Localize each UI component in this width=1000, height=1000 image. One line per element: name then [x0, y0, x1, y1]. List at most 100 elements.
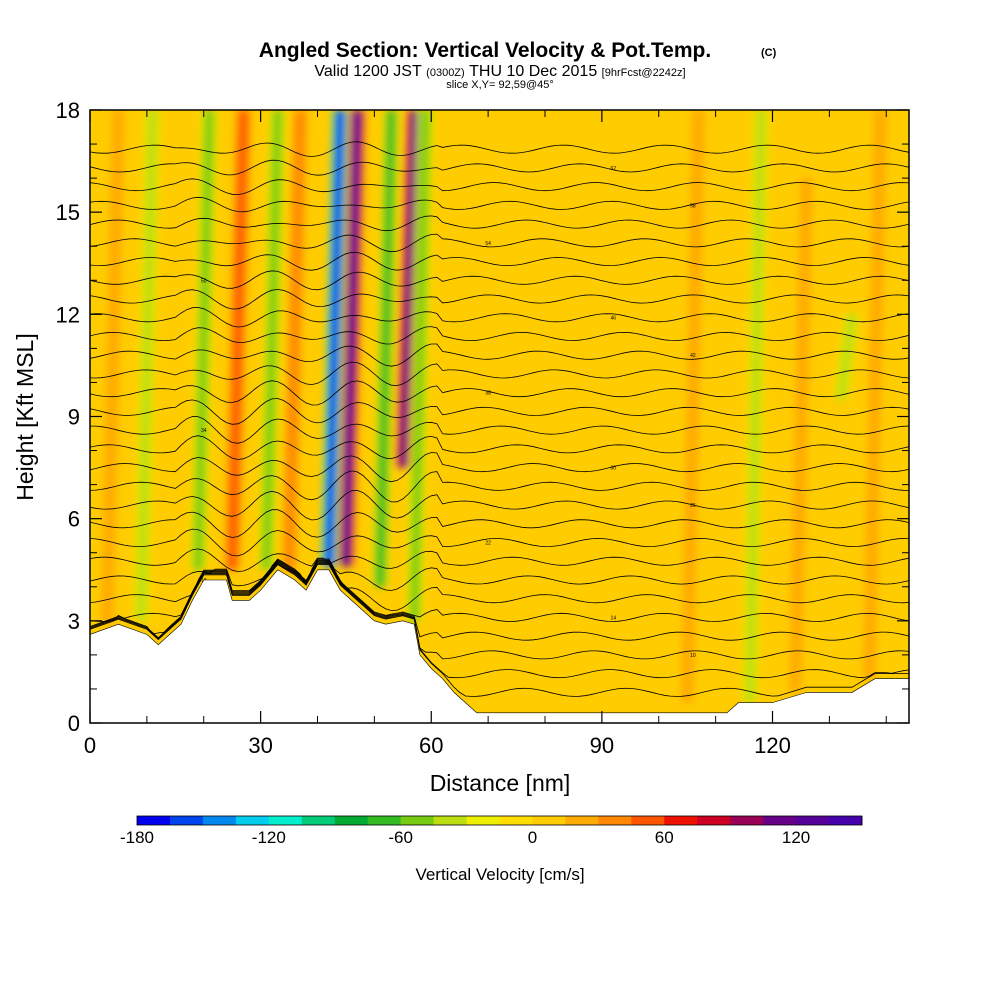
- y-tick-label-2: 6: [68, 507, 80, 532]
- y-tick-label-4: 12: [56, 302, 80, 327]
- terrain-mask: [90, 569, 909, 723]
- colorbar-bin-19: [763, 816, 797, 825]
- valid-time-line: Valid 1200 JST (0300Z) THU 10 Dec 2015 […: [314, 63, 685, 80]
- theta-contour-9: [90, 509, 909, 538]
- colorbar-bin-3: [235, 816, 270, 825]
- x-tick-label-1: 30: [248, 733, 272, 758]
- theta-contour-11: [90, 470, 909, 503]
- updraft-0-level-7: [342, 110, 361, 567]
- copyright-mark: (C): [761, 47, 777, 59]
- theta-contour-26: [90, 196, 909, 213]
- updraft-6-level-0: [863, 110, 887, 679]
- colorbar-bin-6: [334, 816, 369, 825]
- downdraft-0-level-10: [325, 110, 344, 567]
- theta-contour-6: [90, 558, 909, 591]
- theta-contour-23: [90, 251, 909, 271]
- chart-title: Angled Section: Vertical Velocity & Pot.…: [259, 39, 711, 62]
- theta-contour-10: [90, 489, 909, 521]
- y-tick-label-6: 18: [56, 98, 80, 123]
- theta-contour-12: [90, 452, 909, 483]
- colorbar: -180 -120 -60 0 60 120: [120, 815, 863, 847]
- theta-contour-21: [90, 289, 909, 310]
- theta-contour-label-11: 54: [485, 241, 491, 247]
- potential-temperature-contours: 1014182226303438424650545862: [90, 141, 909, 697]
- x-tick-label-4: 120: [754, 733, 791, 758]
- theta-contour-13: [90, 435, 909, 460]
- colorbar-bin-7: [367, 816, 402, 825]
- theta-contour-label-8: 42: [690, 353, 696, 359]
- colorbar-bin-9: [433, 816, 468, 825]
- theta-contour-14: [90, 416, 909, 444]
- x-axis-label: Distance [nm]: [430, 770, 571, 796]
- downdraft-7-level-1: [836, 314, 857, 400]
- colorbar-tick-label-3: 0: [528, 828, 537, 847]
- theta-contour-17: [90, 361, 909, 387]
- theta-contour-19: [90, 326, 909, 345]
- colorbar-tick-label-0: -180: [120, 828, 154, 847]
- y-tick-label-3: 9: [68, 405, 80, 430]
- colorbar-bin-15: [631, 816, 665, 825]
- colorbar-tick-label-1: -120: [252, 828, 286, 847]
- theta-contour-15: [90, 398, 909, 425]
- axis-ticks: 0 30 60 90 120 0 3 6 9 12 15 18: [56, 98, 909, 758]
- colorbar-bin-2: [202, 816, 237, 825]
- colorbar-bin-4: [268, 816, 303, 825]
- y-tick-label-1: 3: [68, 609, 80, 634]
- theta-contour-18: [90, 343, 909, 367]
- theta-contour-7: [90, 548, 909, 572]
- downdraft-1-level-3: [376, 110, 396, 587]
- x-tick-label-2: 60: [419, 733, 443, 758]
- downdraft-2-level-2: [193, 110, 214, 570]
- colorbar-tick-label-2: -60: [388, 828, 413, 847]
- updraft-5-level-0: [789, 178, 813, 693]
- colorbar-bin-10: [466, 816, 500, 825]
- updraft-2-level-2: [228, 110, 248, 570]
- theta-contour-label-13: 62: [610, 166, 616, 172]
- theta-contour-24: [90, 233, 909, 253]
- slice-info: slice X,Y= 92,59@45°: [446, 79, 554, 91]
- theta-contour-label-0: 10: [690, 653, 696, 659]
- colorbar-bin-14: [598, 816, 632, 825]
- updraft-1-level-6: [399, 110, 418, 468]
- x-tick-label-0: 0: [84, 733, 96, 758]
- forecast-info: [9hrFcst@2242z]: [602, 67, 686, 79]
- theta-contour-label-3: 22: [485, 541, 491, 547]
- theta-contour-label-7: 38: [485, 391, 491, 397]
- y-tick-label-5: 15: [56, 200, 80, 225]
- colorbar-bin-1: [169, 816, 204, 825]
- downdraft-3-level-2: [262, 110, 282, 570]
- theta-contour-label-5: 30: [610, 466, 616, 472]
- updraft-7-level-0: [101, 110, 125, 625]
- theta-contour-label-6: 34: [201, 428, 207, 434]
- theta-contour-29: [90, 141, 909, 157]
- theta-contour-label-12: 58: [690, 203, 696, 209]
- colorbar-label: Vertical Velocity [cm/s]: [415, 865, 584, 884]
- colorbar-tick-label-5: 120: [782, 828, 810, 847]
- colorbar-bin-11: [499, 816, 533, 825]
- theta-contour-20: [90, 306, 909, 328]
- colorbar-bin-5: [301, 816, 336, 825]
- y-tick-label-0: 0: [68, 711, 80, 736]
- colorbar-bin-20: [796, 816, 830, 825]
- field-features: [101, 110, 887, 703]
- x-tick-label-3: 90: [590, 733, 614, 758]
- valid-date: THU 10 Dec 2015: [469, 63, 597, 80]
- updraft-4-level-0: [681, 110, 705, 703]
- colorbar-bin-17: [697, 816, 731, 825]
- colorbar-bin-21: [829, 816, 863, 825]
- terrain-surface: [90, 569, 909, 723]
- colorbar-bin-13: [565, 816, 599, 825]
- downdraft-5-level-1: [136, 110, 158, 621]
- colorbar-tick-label-4: 60: [655, 828, 674, 847]
- theta-contour-16: [90, 380, 909, 406]
- theta-contour-8: [90, 528, 909, 557]
- colorbar-bin-8: [400, 816, 435, 825]
- colorbar-bin-0: [137, 816, 171, 825]
- theta-contour-28: [90, 159, 909, 176]
- colorbar-frame: [136, 815, 863, 826]
- colorbar-bin-12: [532, 816, 566, 825]
- theta-contour-25: [90, 215, 909, 232]
- y-axis-label: Height [Kft MSL]: [12, 333, 38, 500]
- theta-contour-label-4: 26: [690, 503, 696, 509]
